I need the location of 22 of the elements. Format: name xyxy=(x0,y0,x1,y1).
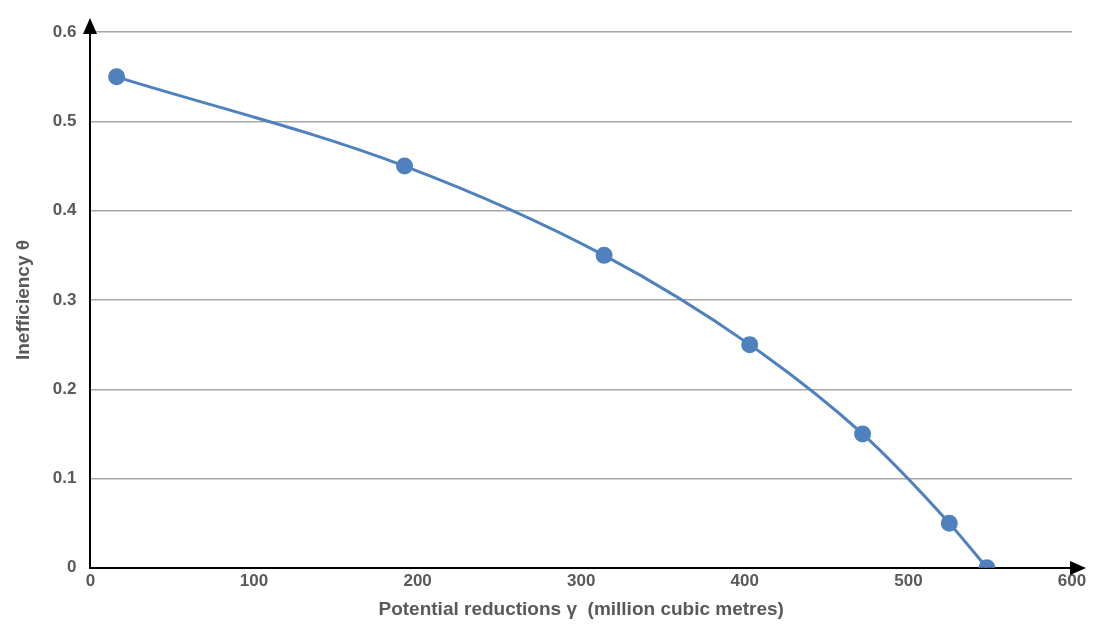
x-tick-label: 300 xyxy=(567,570,596,590)
x-axis-title: Potential reductions γ (million cubic metres) xyxy=(378,597,784,619)
y-tick-label: 0.3 xyxy=(52,289,77,309)
y-tick-label: 0.4 xyxy=(52,200,77,220)
point xyxy=(108,68,126,86)
x-tick-label: 400 xyxy=(730,570,759,590)
point xyxy=(741,336,759,354)
point xyxy=(396,157,414,175)
y-tick-label: 0.6 xyxy=(52,21,77,41)
point xyxy=(940,514,958,532)
y-tick-label: 0 xyxy=(66,557,77,577)
point xyxy=(854,425,872,443)
x-tick-label: 0 xyxy=(85,570,96,590)
y-tick-label: 0.5 xyxy=(52,111,77,131)
x-tick-label: 200 xyxy=(403,570,432,590)
y-tick-label: 0.2 xyxy=(52,378,77,398)
x-tick-label: 100 xyxy=(239,570,269,590)
y-tick-label: 0.1 xyxy=(52,468,77,488)
y-axis-title: Inefficiency θ xyxy=(11,239,33,361)
point xyxy=(595,246,613,264)
x-tick-label: 500 xyxy=(894,570,923,590)
x-tick-label: 600 xyxy=(1057,570,1087,590)
